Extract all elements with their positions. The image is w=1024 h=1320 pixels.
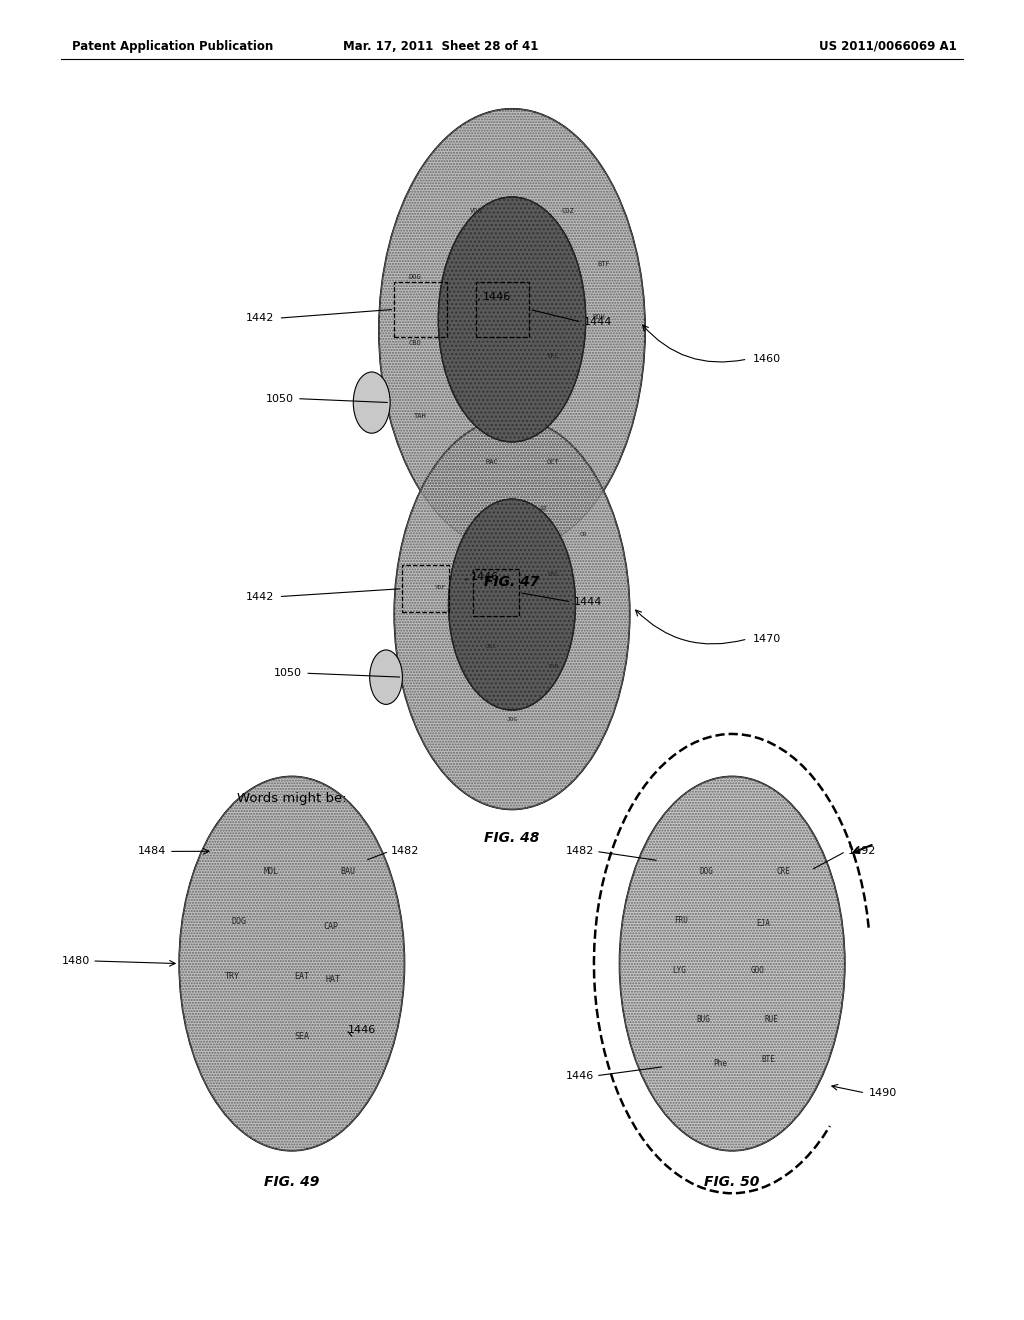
Ellipse shape — [394, 418, 630, 809]
Text: Words might be:: Words might be: — [237, 792, 347, 805]
Text: 1490: 1490 — [868, 1088, 897, 1098]
Text: CBO: CBO — [409, 341, 421, 346]
Text: 1446: 1446 — [348, 1024, 377, 1035]
Text: 1492: 1492 — [848, 846, 877, 857]
Text: FIG. 47: FIG. 47 — [484, 576, 540, 589]
Text: MOL: MOL — [264, 867, 279, 875]
Text: BTF: BTF — [598, 261, 610, 267]
Text: CAP: CAP — [324, 923, 338, 931]
Bar — [473, 569, 519, 616]
Text: BUG: BUG — [696, 1015, 711, 1023]
Text: 1470: 1470 — [753, 634, 781, 644]
Text: JSC: JSC — [486, 644, 497, 649]
Text: YDF: YDF — [435, 585, 445, 590]
Text: Patent Application Publication: Patent Application Publication — [72, 40, 273, 53]
Text: DOG: DOG — [699, 867, 714, 875]
Text: GOO: GOO — [751, 966, 765, 974]
Text: 1444: 1444 — [584, 317, 612, 327]
Text: FIG. 50: FIG. 50 — [705, 1175, 760, 1188]
Text: RUE: RUE — [764, 1015, 778, 1023]
Text: 1446: 1446 — [483, 292, 512, 302]
Ellipse shape — [379, 108, 645, 552]
Bar — [476, 282, 529, 337]
Text: 1482: 1482 — [565, 846, 594, 857]
Text: YFC: YFC — [547, 354, 559, 359]
Text: 1050: 1050 — [274, 668, 302, 678]
Ellipse shape — [353, 372, 390, 433]
Text: OCT: OCT — [547, 459, 559, 465]
Text: 1442: 1442 — [246, 591, 274, 602]
Text: HAT: HAT — [326, 975, 340, 983]
Text: ROH: ROH — [593, 314, 605, 319]
Text: 1442: 1442 — [246, 313, 274, 323]
Text: 1446: 1446 — [471, 572, 500, 582]
Text: SEA: SEA — [295, 1032, 309, 1040]
Text: DOG: DOG — [231, 917, 246, 925]
Text: 1482: 1482 — [391, 846, 420, 857]
Text: DOG: DOG — [409, 275, 421, 280]
Text: US 2011/0066069 A1: US 2011/0066069 A1 — [819, 40, 957, 53]
Text: TRY: TRY — [225, 973, 240, 981]
Ellipse shape — [449, 499, 575, 710]
Text: Y58: Y58 — [548, 664, 558, 669]
Text: CRE: CRE — [776, 867, 791, 875]
Text: Phe: Phe — [713, 1060, 727, 1068]
Ellipse shape — [620, 776, 845, 1151]
Text: FRU: FRU — [674, 916, 688, 924]
Bar — [402, 565, 449, 612]
Text: FIG. 49: FIG. 49 — [264, 1175, 319, 1188]
Text: 1460: 1460 — [753, 354, 780, 364]
Text: JOG: JOG — [507, 717, 517, 722]
Text: Mar. 17, 2011  Sheet 28 of 41: Mar. 17, 2011 Sheet 28 of 41 — [343, 40, 538, 53]
Text: TAH: TAH — [414, 413, 426, 418]
Text: 1446: 1446 — [565, 1071, 594, 1081]
Text: VOG: VOG — [470, 209, 482, 214]
Bar — [394, 282, 447, 337]
Text: 1480: 1480 — [61, 956, 90, 966]
Text: CR: CR — [580, 532, 588, 537]
Text: 1050: 1050 — [266, 393, 294, 404]
Ellipse shape — [438, 197, 586, 442]
Text: BTE: BTE — [761, 1056, 775, 1064]
Text: COZ: COZ — [562, 209, 574, 214]
Text: FIG. 48: FIG. 48 — [484, 830, 540, 845]
Text: IZ: IZ — [539, 506, 547, 511]
Text: RAC: RAC — [485, 459, 498, 465]
Text: EJA: EJA — [756, 920, 770, 928]
Text: BAU: BAU — [341, 867, 355, 875]
Text: CFC: CFC — [548, 572, 558, 577]
Text: LYG: LYG — [672, 966, 686, 974]
Ellipse shape — [179, 776, 404, 1151]
Text: 1484: 1484 — [137, 846, 166, 857]
Text: 1444: 1444 — [573, 597, 602, 607]
Ellipse shape — [370, 649, 402, 705]
Text: EAT: EAT — [295, 973, 309, 981]
